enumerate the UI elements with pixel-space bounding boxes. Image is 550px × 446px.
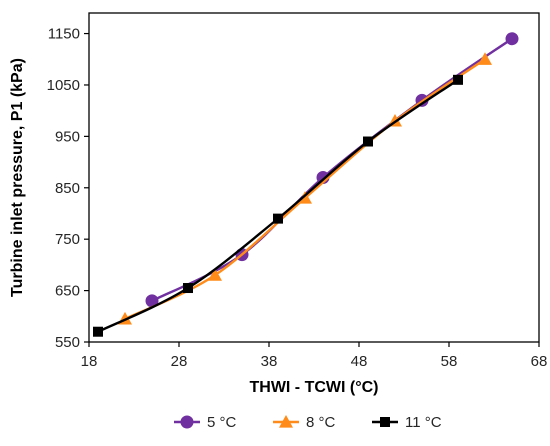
data-point	[363, 136, 373, 147]
axis-ticks: 18 28 38 48 58 68 550 650 750 850 950 1050 1150	[47, 26, 548, 370]
data-point	[505, 32, 519, 46]
y-axis-title: Turbine inlet pressure, P1 (kPa)	[9, 58, 26, 297]
x-tick-label: 68	[531, 353, 548, 370]
data-point	[273, 213, 283, 224]
data-point	[183, 283, 193, 294]
y-tick-label: 550	[55, 334, 80, 351]
series-3	[93, 74, 463, 337]
legend-marker	[380, 417, 390, 427]
legend-marker	[180, 415, 194, 429]
series-line	[97, 78, 459, 333]
data-point	[93, 326, 103, 337]
data-point	[453, 74, 463, 85]
x-axis-title: THWI - TCWI (°C)	[249, 379, 378, 396]
data-point	[298, 191, 312, 204]
legend-item: 8 °C	[273, 414, 336, 431]
x-tick-label: 48	[351, 353, 368, 370]
data-point	[208, 268, 222, 281]
y-tick-label: 650	[55, 283, 80, 300]
legend-item: 5 °C	[174, 414, 237, 431]
legend-label: 8 °C	[306, 414, 336, 431]
x-tick-label: 38	[261, 353, 278, 370]
x-tick-label: 18	[81, 353, 98, 370]
y-tick-label: 850	[55, 180, 80, 197]
legend-marker	[279, 415, 293, 428]
legend: 5 °C 8 °C 11 °C	[174, 414, 442, 431]
legend-item: 11 °C	[372, 414, 442, 431]
plot-frame	[88, 12, 540, 343]
legend-label: 5 °C	[207, 414, 237, 431]
x-tick-label: 58	[441, 353, 458, 370]
y-tick-label: 1150	[48, 26, 80, 43]
y-tick-label: 1050	[47, 77, 80, 94]
y-tick-label: 750	[55, 231, 80, 248]
legend-label: 11 °C	[405, 414, 442, 431]
y-tick-label: 950	[55, 128, 80, 145]
data-point	[478, 52, 492, 65]
series-layer	[93, 32, 519, 337]
x-tick-label: 28	[171, 353, 188, 370]
